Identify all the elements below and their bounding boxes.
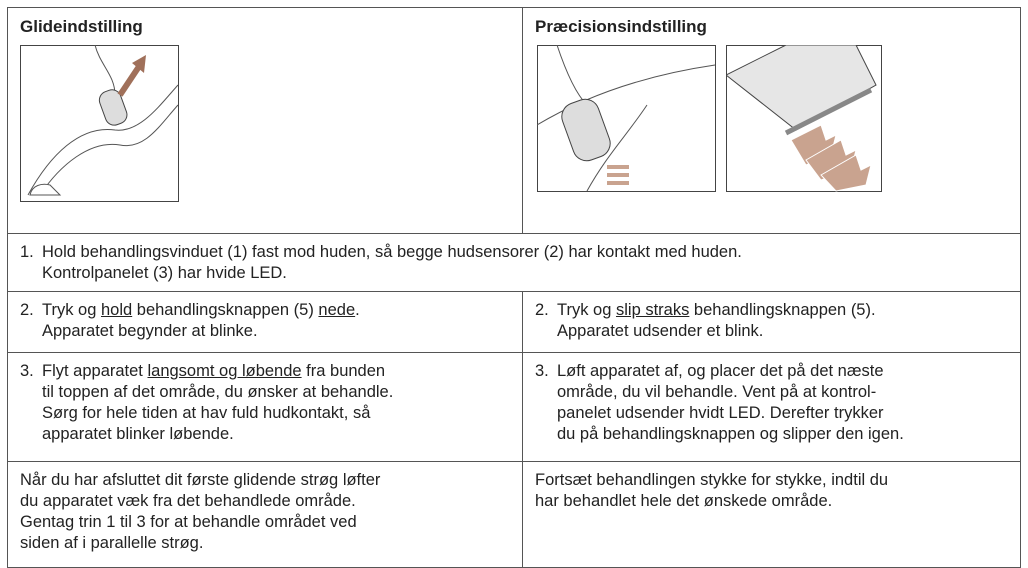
text-line: har behandlet hele det ønskede område. [535,491,888,512]
table-cell: 1. Hold behandlingsvinduet (1) fast mod h… [7,233,1021,292]
cell-content: Fortsæt behandlingen stykke for stykke, … [535,470,888,512]
underlined-text: langsomt og løbende [147,362,302,380]
text-line: 3. Flyt apparatet langsomt og løbende fra… [20,361,393,382]
text: . [355,301,360,319]
text: behandlingsknappen (5) [132,301,319,319]
cell-content: Når du har afsluttet dit første glidende… [20,470,380,554]
table-cell: 3. Flyt apparatet langsomt og løbende fra… [7,352,523,462]
text-line: Apparatet begynder at blinke. [20,321,360,342]
text-line: Sørg for hele tiden at hav fuld hudkonta… [20,403,393,424]
text: Fortsæt behandlingen stykke for stykke, … [535,471,889,489]
cell-content: 2. Tryk og hold behandlingsknappen (5) ne… [20,300,360,342]
text: Apparatet begynder at blinke. [42,322,258,340]
text-line: Fortsæt behandlingen stykke for stykke, … [535,470,888,491]
text-line: til toppen af det område, du ønsker at b… [20,382,393,403]
text: panelet udsender hvidt LED. Derefter try… [557,404,884,422]
text: du apparatet væk fra det behandlede områ… [20,492,356,510]
text-line: apparatet blinker løbende. [20,424,393,445]
text-line: område, du vil behandle. Vent på at kont… [535,382,904,403]
text-line: Apparatet udsender et blink. [535,321,876,342]
table-cell: 2. Tryk og slip straks behandlingsknappen… [522,291,1021,353]
text: du på behandlingsknappen og slipper den … [557,425,904,443]
table-cell: Når du har afsluttet dit første glidende… [7,461,523,568]
text: til toppen af det område, du ønsker at b… [42,383,394,401]
text-line: Gentag trin 1 til 3 for at behandle områ… [20,512,380,533]
text: har behandlet hele det ønskede område. [535,492,833,510]
step-number: 2. [20,301,34,319]
step-number: 3. [535,362,549,380]
text-line: Når du har afsluttet dit første glidende… [20,470,380,491]
text-line: 2. Tryk og slip straks behandlingsknappen… [535,300,876,321]
text: Tryk og [557,301,616,319]
table-cell: Fortsæt behandlingen stykke for stykke, … [522,461,1021,568]
text-line: 1. Hold behandlingsvinduet (1) fast mod h… [20,242,742,263]
cell-content: 3. Flyt apparatet langsomt og løbende fra… [20,361,393,445]
step-number: 1. [20,243,34,261]
text-line: 2. Tryk og hold behandlingsknappen (5) ne… [20,300,360,321]
illustration-glide [20,45,179,202]
cell-content: 1. Hold behandlingsvinduet (1) fast mod h… [20,242,742,284]
header-title: Glideindstilling [20,17,143,36]
step-number: 2. [535,301,549,319]
table-cell: 2. Tryk og hold behandlingsknappen (5) ne… [7,291,523,353]
illustration-precision-2 [726,45,882,192]
underlined-text: slip straks [615,301,690,319]
header-title: Præcisionsindstilling [535,17,707,36]
table-cell: 3. Løft apparatet af, og placer det på de… [522,352,1021,462]
text: Gentag trin 1 til 3 for at behandle områ… [20,513,357,531]
text: område, du vil behandle. Vent på at kont… [557,383,877,401]
text: Når du har afsluttet dit første glidende… [20,471,381,489]
text-line: Kontrolpanelet (3) har hvide LED. [20,263,742,284]
illustration-precision-1 [537,45,716,192]
step-number: 3. [20,362,34,380]
text: Apparatet udsender et blink. [557,322,764,340]
text-line: du på behandlingsknappen og slipper den … [535,424,904,445]
text: behandlingsknappen (5). [689,301,876,319]
text: Sørg for hele tiden at hav fuld hudkonta… [42,404,371,422]
text: Tryk og [42,301,101,319]
text-line: panelet udsender hvidt LED. Derefter try… [535,403,904,424]
text: fra bunden [301,362,386,380]
text-line: du apparatet væk fra det behandlede områ… [20,491,380,512]
text: Løft apparatet af, og placer det på det … [557,362,884,380]
text: Flyt apparatet [42,362,148,380]
underlined-text: hold [100,301,133,319]
text: apparatet blinker løbende. [42,425,234,443]
text-line: siden af i parallelle strøg. [20,533,380,554]
cell-content: 2. Tryk og slip straks behandlingsknappen… [535,300,876,342]
text-line: 3. Løft apparatet af, og placer det på de… [535,361,904,382]
cell-content: 3. Løft apparatet af, og placer det på de… [535,361,904,445]
text: Hold behandlingsvinduet (1) fast mod hud… [42,243,742,261]
text: Kontrolpanelet (3) har hvide LED. [42,264,287,282]
underlined-text: nede [318,301,356,319]
text: siden af i parallelle strøg. [20,534,204,552]
